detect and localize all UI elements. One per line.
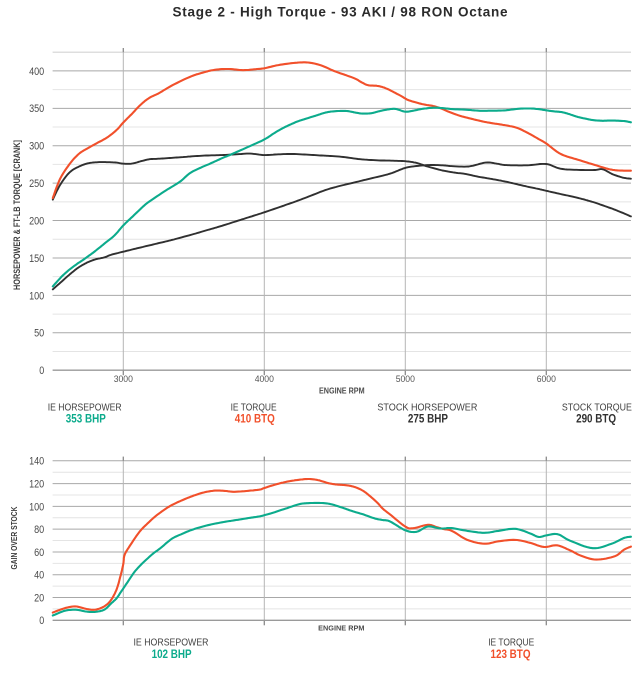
- svg-text:123 BTQ: 123 BTQ: [491, 647, 531, 661]
- svg-text:120: 120: [29, 479, 44, 491]
- svg-text:40: 40: [34, 570, 44, 582]
- svg-text:410 BTQ: 410 BTQ: [235, 412, 275, 426]
- svg-text:80: 80: [34, 524, 44, 536]
- svg-text:IE HORSEPOWER: IE HORSEPOWER: [134, 637, 209, 648]
- svg-text:100: 100: [29, 501, 44, 513]
- svg-text:102 BHP: 102 BHP: [152, 647, 192, 661]
- svg-text:60: 60: [34, 547, 44, 559]
- svg-text:0: 0: [39, 615, 44, 627]
- svg-text:IE TORQUE: IE TORQUE: [488, 637, 534, 648]
- svg-text:STOCK TORQUE: STOCK TORQUE: [562, 403, 632, 414]
- svg-text:200: 200: [29, 216, 44, 228]
- svg-text:140: 140: [29, 456, 44, 468]
- svg-text:STOCK HORSEPOWER: STOCK HORSEPOWER: [377, 403, 477, 414]
- svg-text:6000: 6000: [537, 374, 556, 384]
- svg-text:300: 300: [29, 141, 44, 153]
- svg-text:100: 100: [29, 290, 44, 302]
- svg-text:HORSEPOWER & FT-LB TORQUE [CRA: HORSEPOWER & FT-LB TORQUE [CRANK]: [12, 140, 22, 290]
- svg-text:290 BTQ: 290 BTQ: [576, 412, 616, 426]
- svg-text:4000: 4000: [255, 374, 274, 384]
- svg-text:IE TORQUE: IE TORQUE: [231, 403, 277, 414]
- svg-text:0: 0: [39, 365, 44, 377]
- svg-text:350: 350: [29, 103, 44, 115]
- svg-text:IE HORSEPOWER: IE HORSEPOWER: [48, 403, 122, 414]
- svg-text:400: 400: [29, 66, 44, 78]
- svg-text:3000: 3000: [114, 374, 133, 384]
- svg-text:50: 50: [34, 328, 44, 340]
- svg-text:Stage 2 - High Torque - 93 AKI: Stage 2 - High Torque - 93 AKI / 98 RON …: [173, 5, 508, 20]
- svg-text:150: 150: [29, 253, 44, 265]
- svg-text:GAIN OVER STOCK: GAIN OVER STOCK: [10, 506, 19, 569]
- svg-text:20: 20: [34, 592, 44, 604]
- svg-text:250: 250: [29, 178, 44, 190]
- svg-text:ENGINE RPM: ENGINE RPM: [318, 626, 364, 633]
- svg-text:5000: 5000: [396, 374, 415, 384]
- svg-text:ENGINE RPM: ENGINE RPM: [319, 387, 365, 396]
- svg-text:275 BHP: 275 BHP: [408, 412, 448, 426]
- svg-text:353 BHP: 353 BHP: [66, 412, 106, 426]
